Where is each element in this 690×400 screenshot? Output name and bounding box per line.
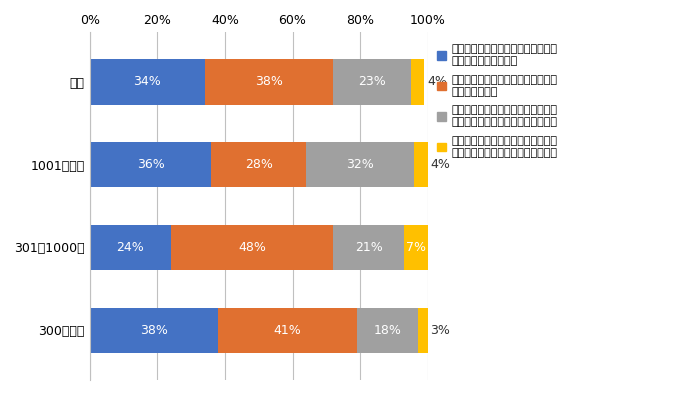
Text: 48%: 48%	[238, 241, 266, 254]
Bar	[333, 59, 411, 104]
Bar	[90, 308, 218, 353]
Bar	[414, 142, 428, 187]
Text: 38%: 38%	[140, 324, 168, 337]
Bar	[357, 308, 417, 353]
Text: 3%: 3%	[431, 324, 451, 337]
Bar	[211, 142, 306, 187]
Text: 23%: 23%	[358, 75, 386, 88]
Bar	[90, 225, 171, 270]
Text: 4%: 4%	[431, 158, 451, 171]
Bar	[417, 308, 428, 353]
Text: 34%: 34%	[133, 75, 161, 88]
Bar	[90, 59, 205, 104]
Text: 36%: 36%	[137, 158, 164, 171]
Legend: ビジネスの成果に貢献する（ビジネ
ス戦略のパートナー）, 人事管理を精密に行う（人材管理の
エキスパート）, 組織・風土改革実行を中心的に担う
（組織・風土変革: ビジネスの成果に貢献する（ビジネ ス戦略のパートナー）, 人事管理を精密に行う（…	[437, 44, 558, 158]
Bar	[171, 225, 333, 270]
Text: 32%: 32%	[346, 158, 374, 171]
Text: 21%: 21%	[355, 241, 382, 254]
Bar	[90, 142, 211, 187]
Bar	[404, 225, 428, 270]
Bar	[306, 142, 414, 187]
Text: 18%: 18%	[373, 324, 401, 337]
Text: 41%: 41%	[274, 324, 302, 337]
Text: 38%: 38%	[255, 75, 283, 88]
Bar	[218, 308, 357, 353]
Bar	[333, 225, 404, 270]
Text: 4%: 4%	[427, 75, 447, 88]
Bar	[411, 59, 424, 104]
Text: 7%: 7%	[406, 241, 426, 254]
Bar	[205, 59, 333, 104]
Text: 24%: 24%	[117, 241, 144, 254]
Text: 28%: 28%	[245, 158, 273, 171]
